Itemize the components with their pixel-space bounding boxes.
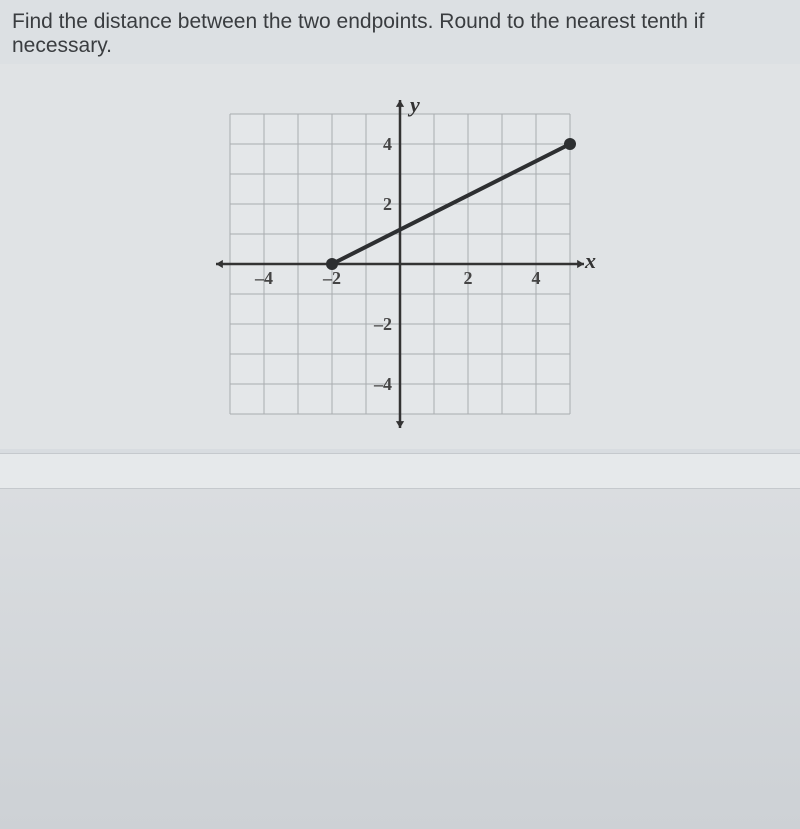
svg-text:–4: –4 xyxy=(373,374,392,394)
answer-input-bar[interactable] xyxy=(0,453,800,489)
question-area: Find the distance between the two endpoi… xyxy=(0,0,800,64)
empty-space xyxy=(0,489,800,829)
chart-area: y x –4 –2 2 4 –4 –2 2 4 xyxy=(0,64,800,449)
question-text: Find the distance between the two endpoi… xyxy=(12,10,788,58)
svg-text:2: 2 xyxy=(383,194,392,214)
y-axis-label: y xyxy=(410,92,420,118)
svg-text:4: 4 xyxy=(383,134,392,154)
svg-text:–4: –4 xyxy=(254,268,273,288)
svg-text:4: 4 xyxy=(532,268,541,288)
svg-text:–2: –2 xyxy=(373,314,392,334)
svg-text:–2: –2 xyxy=(322,268,341,288)
svg-text:2: 2 xyxy=(464,268,473,288)
x-axis-label: x xyxy=(585,248,596,274)
coordinate-grid: –4 –2 2 4 –4 –2 2 4 xyxy=(210,94,590,434)
chart-wrap: y x –4–224–4–224 xyxy=(210,94,590,434)
